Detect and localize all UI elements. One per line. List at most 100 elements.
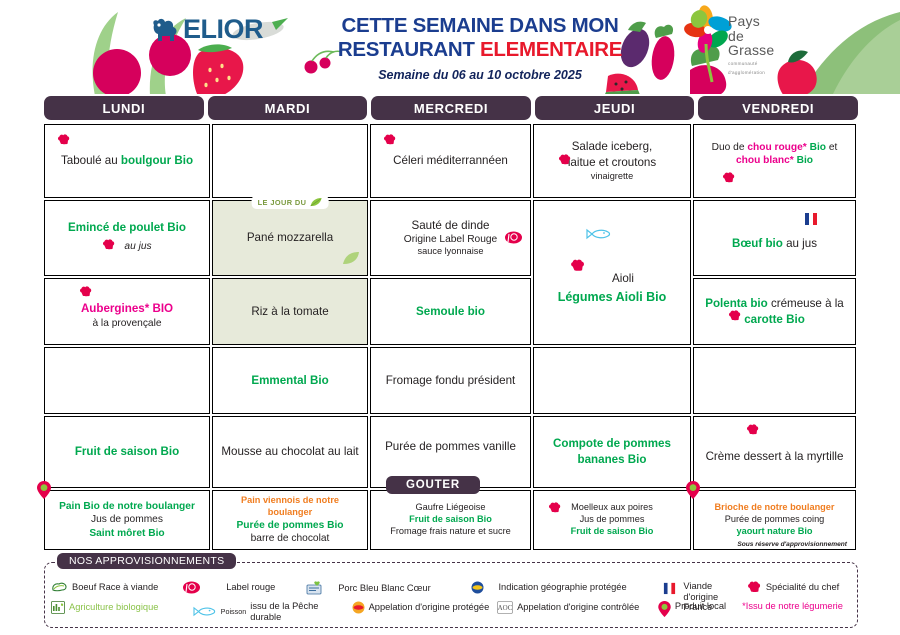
pdg-line-1: Pays	[728, 13, 760, 29]
menu-item-line-2: laitue et croutons	[567, 156, 657, 170]
menu-item-line-1: Sauté de dinde	[411, 218, 490, 232]
chef-hat-icon	[102, 238, 116, 256]
menu-item-line-3: Fruit de saison Bio	[570, 525, 654, 536]
menu-item-line-1: Pain viennois de notre boulanger	[240, 494, 340, 517]
legend-item-label: Viande d'origine France	[683, 581, 719, 613]
menu-cell-mercredi-garniture[interactable]: Semoule bio	[370, 278, 531, 345]
pdg-line-2: de	[728, 27, 744, 44]
vege-day-badge: LE JOUR DU	[251, 195, 329, 209]
title-line-2: RESTAURANT ELEMENTAIRE	[330, 38, 630, 62]
aoc-icon: AOC	[497, 601, 513, 614]
day-header-mardi[interactable]: MARDI	[207, 96, 368, 120]
day-header-jeudi[interactable]: JEUDI	[534, 96, 695, 120]
elior-logo: ELIOR	[150, 14, 264, 45]
menu-item-text: Taboulé au boulgour Bio	[60, 154, 194, 168]
day-header-lundi[interactable]: LUNDI	[44, 96, 204, 120]
legend-row-2: Agriculture biologique Poisson issu de l…	[51, 601, 857, 622]
menu-item-text: Aioli	[612, 272, 634, 286]
menu-item-line-2: Fruit de saison Bio	[409, 514, 492, 525]
banner-decoration-graphics	[92, 5, 900, 94]
menu-cell-vendredi-plat[interactable]: Bœuf bio au jus	[693, 200, 856, 276]
day-header-row: LUNDI MARDI MERCREDI JEUDI VENDREDI	[44, 96, 858, 120]
legend-item-label: Label rouge	[226, 582, 276, 593]
menu-cell-mercredi-gouter[interactable]: Gaufre Liégeoise Fruit de saison Bio Fro…	[370, 490, 531, 550]
menu-cell-jeudi-dessert[interactable]: Compote de pommes bananes Bio	[533, 416, 691, 488]
legend-item-produit-local: Produit local	[658, 601, 742, 617]
menu-item-line-1: Moelleux aux poires	[571, 502, 653, 513]
menu-item-text: Aubergines* BIO	[80, 302, 174, 316]
menu-item-text: Semoule bio	[416, 304, 485, 318]
bull-logo-icon	[153, 18, 177, 41]
fish-icon	[586, 227, 612, 245]
menu-cell-mardi-entree[interactable]	[212, 124, 368, 198]
elior-wordmark: ELIOR	[183, 14, 264, 44]
legend-box: NOS APPROVISIONNEMENTS Boeuf Race à vian…	[44, 553, 858, 628]
menu-item-line-1: Salade iceberg,	[571, 140, 653, 154]
menu-cell-mercredi-fromage[interactable]: Fromage fondu président	[370, 347, 531, 414]
legend-title: NOS APPROVISIONNEMENTS	[57, 553, 237, 569]
menu-cell-mercredi-plat[interactable]: Sauté de dinde Origine Label Rouge sauce…	[370, 200, 531, 276]
aop-icon	[352, 601, 365, 614]
legend-item-label: Indication géographie protégée	[498, 582, 627, 593]
day-header-vendredi[interactable]: VENDREDI	[698, 96, 858, 120]
menu-cell-lundi-dessert[interactable]: Fruit de saison Bio	[44, 416, 210, 488]
menu-cell-mardi-garniture[interactable]: Riz à la tomate	[212, 278, 368, 345]
legend-item-label: Agriculture biologique	[69, 602, 159, 613]
label-rouge-icon	[183, 581, 201, 594]
menu-cell-lundi-plat[interactable]: Emincé de poulet Bio au jus	[44, 200, 210, 276]
pays-de-grasse-logo: Pays de Grasse communauté d'agglomératio…	[728, 14, 774, 76]
legend-item-viande-origine-france: Viande d'origine France	[662, 581, 746, 613]
local-pin-icon	[686, 481, 700, 504]
chef-hat-icon	[722, 171, 736, 189]
chef-hat-icon	[57, 133, 71, 151]
menu-cell-vendredi-fromage[interactable]	[693, 347, 856, 414]
menu-cell-vendredi-garniture[interactable]: Polenta bio crémeuse à la carotte Bio	[693, 278, 856, 345]
chef-hat-icon	[79, 285, 93, 303]
legend-item-specialite-du-chef: Spécialité du chef	[747, 581, 857, 594]
menu-cell-vendredi-gouter[interactable]: Brioche de notre boulanger Purée de pomm…	[686, 481, 856, 550]
menu-cell-jeudi-plat[interactable]: Aioli Légumes Aioli Bio	[533, 200, 691, 345]
menu-item-subtext: Légumes Aioli Bio	[557, 289, 667, 304]
legend-item-peche-durable: Poisson issu de la Pêche durable	[193, 601, 352, 622]
menu-item-line-3: barre de chocolat	[250, 532, 330, 544]
menu-item-line-2: Purée de pommes coing	[724, 514, 825, 525]
menu-cell-lundi-gouter[interactable]: Pain Bio de notre boulanger Jus de pomme…	[37, 481, 210, 550]
french-flag-icon	[803, 211, 819, 231]
day-header-mercredi[interactable]: MERCREDI	[371, 96, 531, 120]
menu-item-line-3: Fromage frais nature et sucre	[390, 525, 511, 536]
menu-cell-lundi-garniture[interactable]: Aubergines* BIO à la provençale	[44, 278, 210, 345]
pdg-line-3: Grasse	[728, 42, 775, 59]
week-subtitle: Semaine du 06 au 10 octobre 2025	[378, 67, 582, 82]
menu-cell-mardi-fromage[interactable]: Emmental Bio	[212, 347, 368, 414]
menu-cell-vendredi-dessert[interactable]: Crème dessert à la myrtille	[693, 416, 856, 488]
menu-item-text: Mousse au chocolat au lait	[221, 445, 359, 459]
legend-item-label: Spécialité du chef	[765, 582, 840, 593]
menu-item-text: Fruit de saison Bio	[74, 445, 180, 459]
legend-item-porc-bleu-blanc-coeur: Porc Bleu Blanc Cœur	[306, 581, 471, 595]
menu-cell-vendredi-entree[interactable]: Duo de chou rouge* Bio et chou blanc* Bi…	[693, 124, 856, 198]
legend-item-label-prefix: Poisson	[220, 607, 247, 617]
menu-cell-jeudi-fromage[interactable]	[533, 347, 691, 414]
chef-hat-icon	[558, 153, 572, 171]
gouter-badge: GOUTER	[386, 476, 480, 494]
banner-title-block: CETTE SEMAINE DANS MON RESTAURANT ELEMEN…	[330, 14, 630, 82]
legend-item-boeuf-race-a-viande: Boeuf Race à viande	[51, 581, 183, 594]
legend-row-1: Boeuf Race à viande Label rouge Porc Ble…	[51, 581, 857, 613]
menu-cell-jeudi-entree[interactable]: Salade iceberg, laitue et croutons vinai…	[533, 124, 691, 198]
menu-cell-mardi-gouter[interactable]: Pain viennois de notre boulanger Purée d…	[212, 490, 368, 550]
vege-leaf-icon	[310, 198, 322, 207]
menu-cell-lundi-fromage[interactable]	[44, 347, 210, 414]
label-rouge-icon	[505, 231, 522, 249]
porc-bleu-blanc-coeur-icon	[306, 581, 322, 595]
menu-cell-mardi-plat[interactable]: LE JOUR DU Pané mozzarella	[212, 195, 368, 276]
menu-cell-mercredi-entree[interactable]: Céleri méditerrannéen	[370, 124, 531, 198]
chef-hat-icon	[548, 501, 562, 519]
menu-item-line-2: Origine Label Rouge	[403, 234, 498, 246]
menu-cell-jeudi-gouter[interactable]: Moelleux aux poires Jus de pommes Fruit …	[533, 490, 691, 550]
menu-item-text: Bœuf bio au jus	[731, 237, 818, 251]
menu-item-line-3: vinaigrette	[590, 170, 634, 181]
menu-cell-mardi-dessert[interactable]: Mousse au chocolat au lait	[212, 416, 368, 488]
pdg-sub-1: communauté	[728, 61, 758, 67]
boeuf-race-a-viande-icon	[51, 581, 68, 594]
menu-cell-lundi-entree[interactable]: Taboulé au boulgour Bio	[44, 124, 210, 198]
